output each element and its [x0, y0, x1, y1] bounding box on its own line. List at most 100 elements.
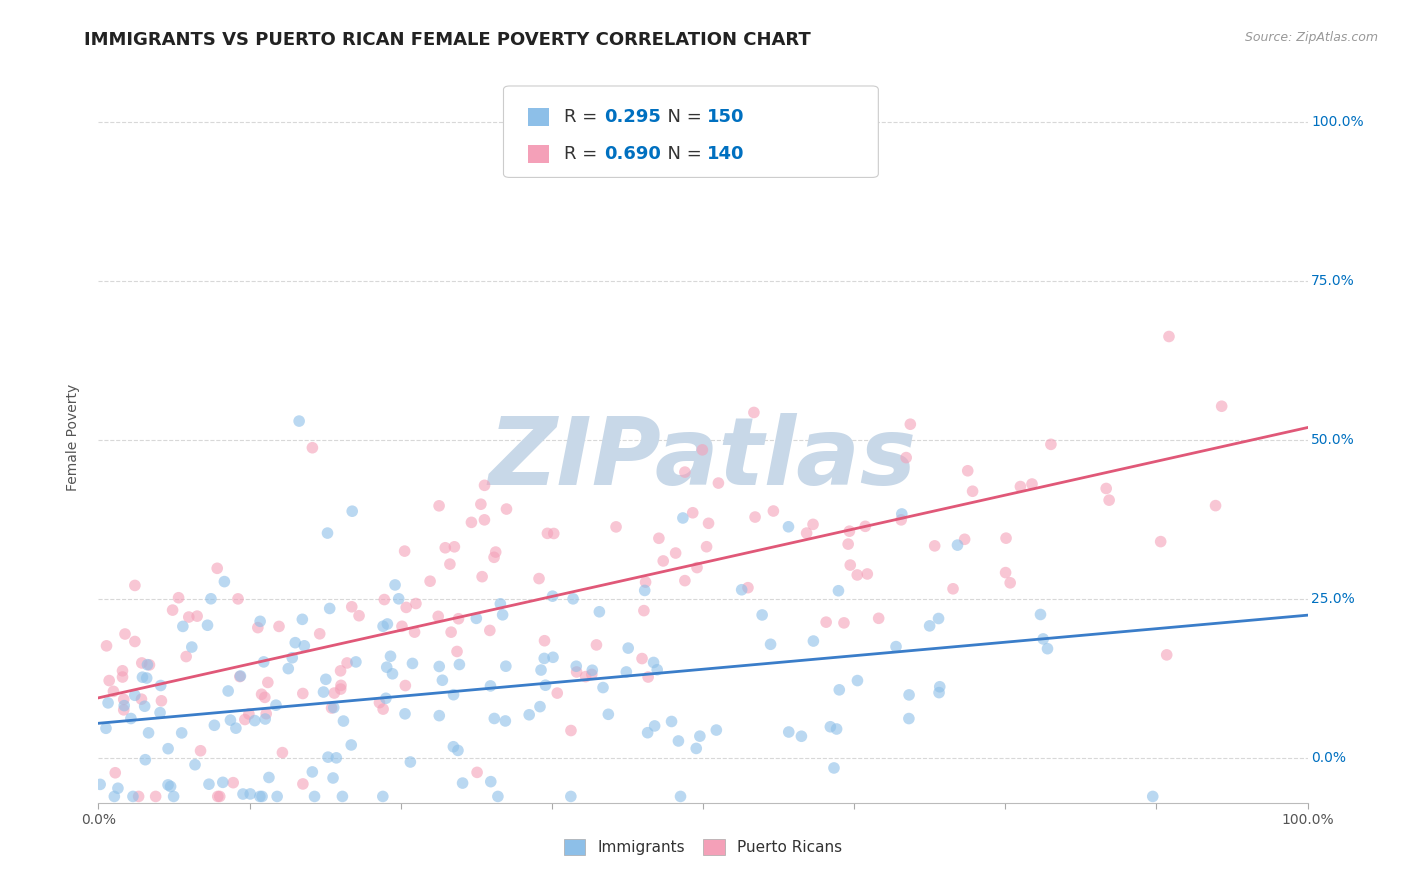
Point — [111, 670, 134, 684]
Point — [111, 664, 134, 678]
Point — [762, 504, 785, 518]
Point — [291, 612, 314, 626]
Point — [485, 545, 508, 559]
Point — [340, 738, 363, 752]
Point — [534, 678, 557, 692]
Point — [665, 546, 688, 560]
Point — [404, 625, 426, 640]
Point — [321, 701, 343, 715]
Point — [180, 640, 202, 654]
Point — [942, 582, 965, 596]
Point — [494, 714, 516, 728]
Point — [598, 707, 620, 722]
Point — [405, 597, 427, 611]
Point — [233, 713, 256, 727]
Point — [427, 499, 450, 513]
Point — [447, 612, 470, 626]
Point — [778, 725, 800, 739]
Point — [560, 723, 582, 738]
Point — [581, 667, 603, 681]
Point — [329, 682, 352, 697]
Point — [471, 569, 494, 583]
Point — [157, 741, 180, 756]
Point — [825, 722, 848, 736]
Point — [114, 627, 136, 641]
Point — [897, 712, 920, 726]
Point — [432, 673, 454, 688]
FancyBboxPatch shape — [503, 86, 879, 178]
Point — [254, 712, 277, 726]
Point — [254, 706, 277, 721]
Point — [998, 575, 1021, 590]
Point — [344, 655, 367, 669]
Point — [434, 541, 457, 555]
Text: 0.0%: 0.0% — [1312, 751, 1346, 765]
Point — [253, 690, 276, 705]
Point — [704, 723, 727, 737]
Point — [796, 526, 818, 541]
Point — [1029, 607, 1052, 622]
Y-axis label: Female Poverty: Female Poverty — [66, 384, 80, 491]
Point — [124, 578, 146, 592]
Point — [443, 540, 465, 554]
Point — [211, 775, 233, 789]
Point — [484, 711, 506, 725]
Point — [190, 744, 212, 758]
Point — [145, 789, 167, 804]
Point — [995, 531, 1018, 545]
Point — [460, 516, 482, 530]
Text: R =: R = — [564, 108, 603, 127]
Point — [322, 700, 344, 714]
Point — [924, 539, 946, 553]
Point — [246, 621, 269, 635]
Point — [778, 520, 800, 534]
Point — [162, 789, 184, 804]
Point — [135, 671, 157, 685]
Point — [478, 624, 501, 638]
Point — [138, 726, 160, 740]
Point — [340, 599, 363, 614]
Point — [89, 777, 111, 791]
Point — [470, 497, 492, 511]
Point — [266, 789, 288, 804]
Point — [277, 662, 299, 676]
Point — [323, 686, 346, 700]
Point — [342, 504, 364, 518]
Point — [301, 441, 323, 455]
Point — [517, 707, 540, 722]
Point — [823, 761, 845, 775]
Point — [229, 669, 252, 683]
Point — [157, 778, 180, 792]
Point — [474, 478, 496, 492]
Point — [527, 572, 550, 586]
Point — [533, 633, 555, 648]
Point — [332, 789, 354, 804]
Point — [371, 702, 394, 716]
Point — [543, 526, 565, 541]
Point — [637, 670, 659, 684]
Point — [465, 765, 488, 780]
Point — [962, 484, 984, 499]
Point — [96, 639, 118, 653]
Point — [122, 789, 145, 804]
Point — [474, 513, 496, 527]
Point — [759, 637, 782, 651]
Text: 0.295: 0.295 — [603, 108, 661, 127]
Point — [1156, 648, 1178, 662]
Point — [336, 656, 359, 670]
Point — [217, 684, 239, 698]
Text: Source: ZipAtlas.com: Source: ZipAtlas.com — [1244, 31, 1378, 45]
Point — [815, 615, 838, 629]
Point — [868, 611, 890, 625]
Point — [347, 608, 370, 623]
Point — [292, 639, 315, 653]
Point — [401, 657, 423, 671]
FancyBboxPatch shape — [527, 109, 550, 126]
Point — [373, 592, 395, 607]
Point — [131, 670, 153, 684]
Point — [120, 711, 142, 725]
FancyBboxPatch shape — [527, 145, 550, 163]
Point — [839, 558, 862, 572]
Point — [489, 597, 512, 611]
Point — [427, 659, 450, 673]
